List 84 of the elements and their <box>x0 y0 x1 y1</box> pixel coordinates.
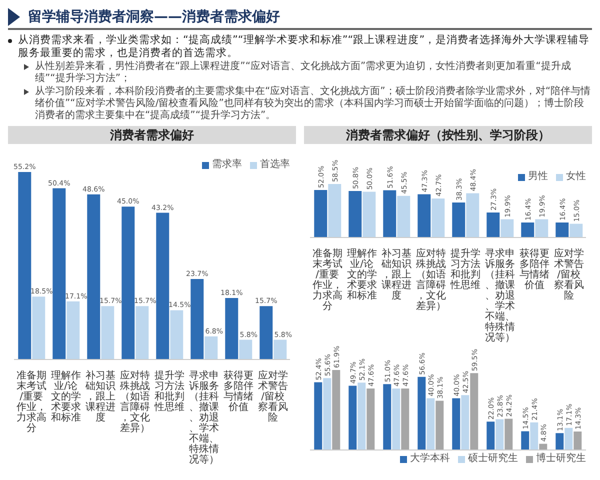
bar <box>452 202 466 238</box>
chart-title: 消费者需求偏好（按性别、学习阶段） <box>304 126 592 144</box>
bar <box>260 306 273 360</box>
bar <box>383 190 396 238</box>
bar <box>52 188 66 360</box>
chart-title: 消费者需求偏好 <box>8 126 296 144</box>
bar <box>362 192 376 238</box>
bar <box>358 382 366 450</box>
x-tick-label: 补习基础知识，跟上课程进度 <box>84 370 116 424</box>
bar <box>521 222 534 238</box>
bar <box>32 296 46 360</box>
x-tick-label: 补习基础知识，跟上课程进度 <box>380 248 412 302</box>
bar <box>239 340 252 360</box>
bar <box>348 191 362 238</box>
x-tick-label: 获得更多陪伴与情绪价值 <box>223 370 254 413</box>
bar <box>136 306 149 360</box>
x-tick-label: 提升学习方法和批判性思维 <box>153 370 184 413</box>
bar <box>530 422 538 450</box>
x-tick-label: 理解作业/论文的学术要求和标准 <box>346 248 377 302</box>
legend-label: 女性 <box>565 170 586 184</box>
bar <box>332 370 340 450</box>
bar <box>392 388 400 450</box>
bar <box>486 212 500 238</box>
bar <box>521 431 530 450</box>
bar <box>87 194 100 360</box>
legend-label: 大学本科 <box>409 452 450 466</box>
bar <box>564 428 573 450</box>
text: 留学辅导消费者洞察——消费者需求偏好 <box>28 8 280 26</box>
text: 从学习阶段来看，本科阶段消费者的主要需求集中在“应对语言、文化挑战方面”；硕士阶段消费者除学业需求外，对“陪伴与情绪价值”“应对学术警告风险/留校查看风险”也同样有较为突出的需求（本科国内学习而硕士开始留学面临的问题）；博士阶段消费者的需求主要集中在“提高成绩”“提升学习方法”。 <box>35 86 592 122</box>
x-tick-label: 应对学术警告/留校察看风险 <box>258 370 288 424</box>
bar <box>66 301 80 360</box>
bar <box>556 222 569 238</box>
category-label: 寻求申诉服务（挂科、撤课、劝退、学术不端、特殊情况等） <box>484 248 515 344</box>
x-tick-label: 准备期末考试/重要作业，力求高分 <box>311 248 342 312</box>
bar <box>225 298 238 360</box>
x-tick-label: 应对特殊挑战（如语言障碍，文化差异） <box>120 370 150 434</box>
bar <box>101 306 114 360</box>
bar <box>314 382 322 450</box>
bar <box>436 400 444 450</box>
bar <box>323 378 332 450</box>
x-tick-label: 应对学术警告/留校察看风险 <box>554 248 584 302</box>
bar <box>570 224 583 238</box>
bar <box>122 206 135 360</box>
x-tick-label: 提升学习方法和批判性思维 <box>449 248 480 291</box>
bar <box>397 196 410 238</box>
bar <box>401 388 410 450</box>
bar <box>18 172 32 360</box>
bar <box>452 398 460 450</box>
bar <box>366 388 375 450</box>
bar <box>556 433 564 450</box>
legend-label: 硕士研究生 <box>467 452 518 466</box>
x-tick-label: 获得更多陪伴与情绪价值 <box>519 248 550 291</box>
bar <box>314 190 328 238</box>
bar <box>190 278 204 360</box>
x-tick-label: 准备期末考试/重要作业，力求高分 <box>15 370 46 434</box>
bar <box>418 194 431 238</box>
bar <box>486 422 495 450</box>
legend-label: 首选率 <box>259 158 290 172</box>
legend-label: 男性 <box>527 170 548 184</box>
bar <box>461 395 470 450</box>
bar <box>274 340 287 360</box>
bar <box>432 198 445 238</box>
category-label: 寻求申诉服务（挂科、撤课、劝退、学术不端、特殊情况等） <box>188 370 219 466</box>
bar <box>328 184 342 238</box>
bar <box>204 336 218 360</box>
bar <box>535 219 548 238</box>
legend-label: 需求率 <box>211 158 242 172</box>
bar <box>466 193 480 238</box>
bar <box>156 212 170 360</box>
bar <box>500 219 514 238</box>
legend-label: 博士研究生 <box>535 452 586 466</box>
bar <box>348 386 357 450</box>
bar <box>418 376 426 450</box>
bar <box>470 373 478 450</box>
bar <box>170 310 184 360</box>
x-tick-label: 理解作业/论文的学术要求和标准 <box>50 370 81 424</box>
bar <box>426 398 435 450</box>
text: 从消费需求来看，学业类需求如：“提高成绩”“理解学术要求和标准”“跟上课程进度”，是消费者选择海外大学课程辅导服务最重要的需求，也是消费者的首选需求。 <box>18 34 591 60</box>
x-tick-label: 应对特殊挑战（如语言障碍，文化差异） <box>416 248 446 312</box>
bar <box>504 418 513 450</box>
bar <box>574 432 582 450</box>
bar <box>496 419 504 450</box>
text: 从性别差异来看，男性消费者在“跟上课程进度”“应对语言、文化挑战方面”需求更为迫切，女性消费者则更加看重“提升成绩”“提升学习方法”； <box>35 61 572 85</box>
bar <box>383 384 392 450</box>
